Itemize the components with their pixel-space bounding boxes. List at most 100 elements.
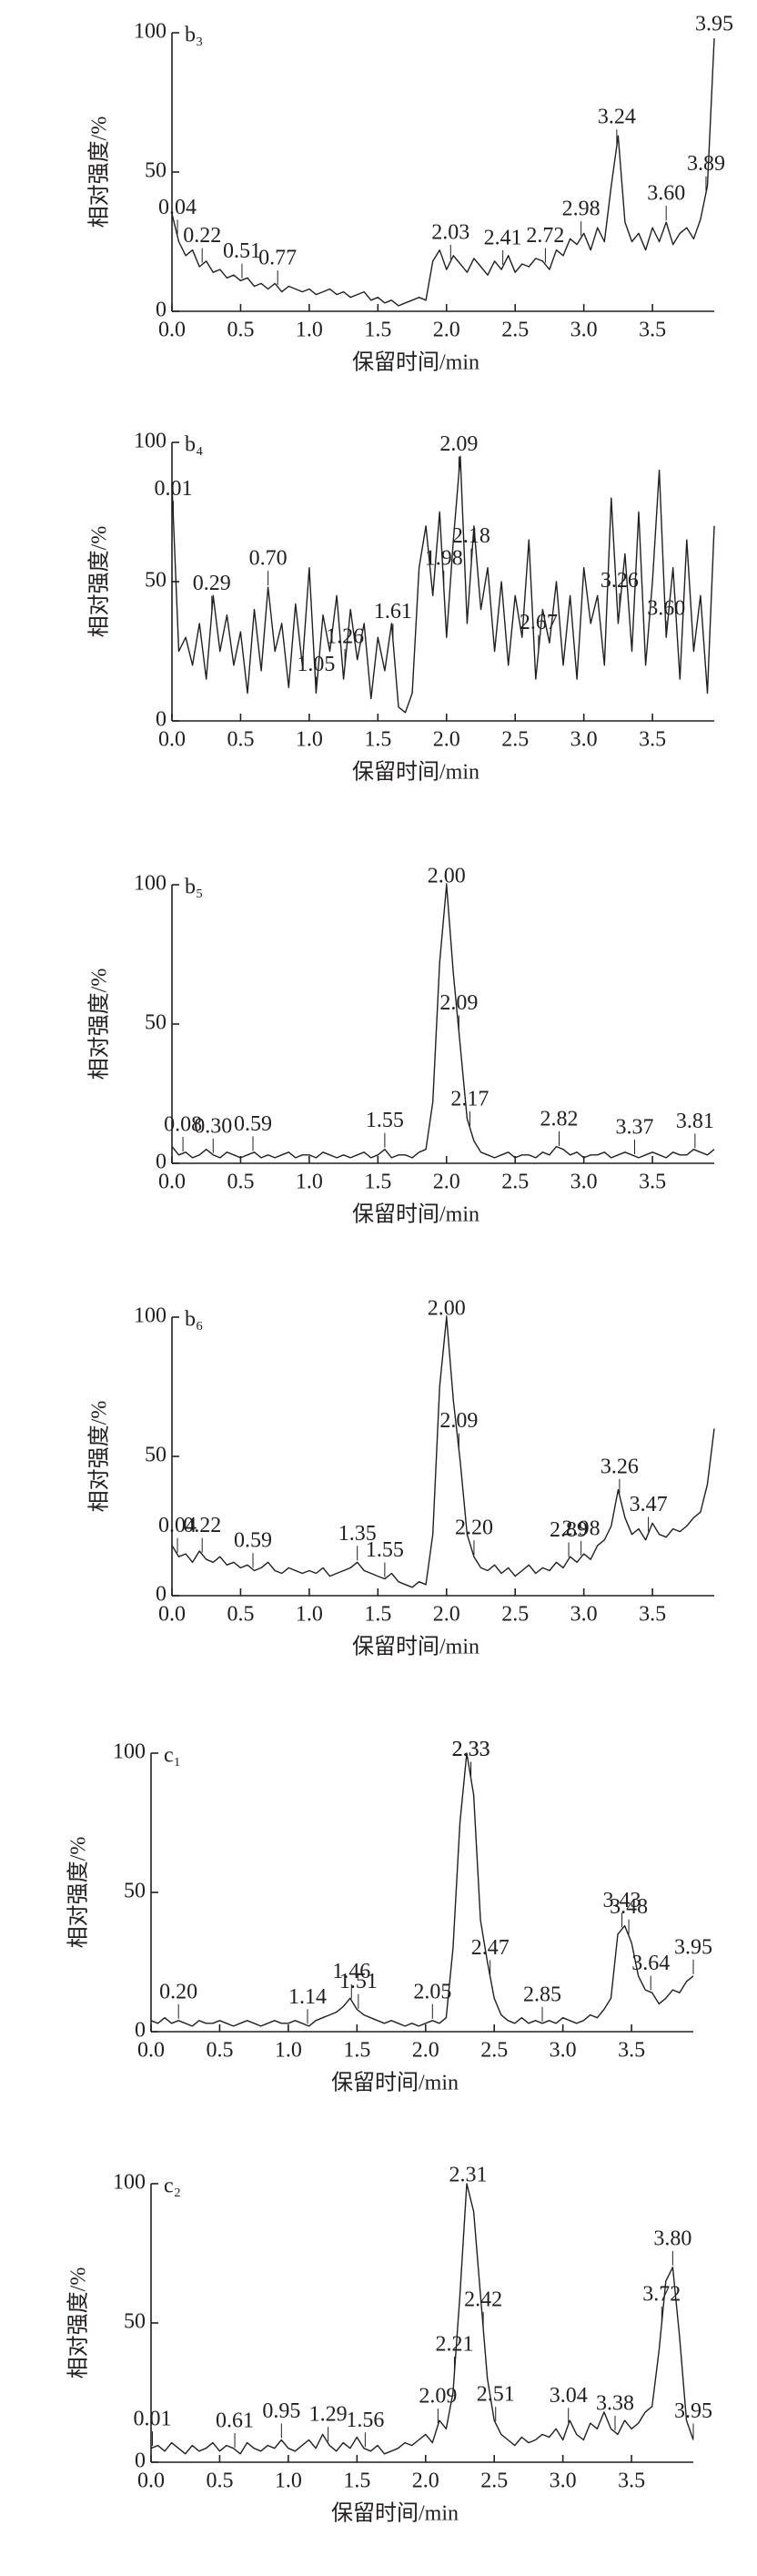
y-tick-label: 0 (156, 299, 167, 322)
peak-label: 1.55 (366, 1109, 404, 1132)
y-axis-label: 相对强度/% (66, 1837, 91, 1949)
x-tick-label: 2.0 (433, 319, 460, 342)
peak-label: 1.26 (326, 624, 364, 648)
peak-label: 2.09 (439, 432, 478, 456)
peak-label: 3.95 (695, 13, 733, 36)
y-tick-label: 100 (113, 2171, 146, 2195)
y-tick-label: 100 (134, 430, 167, 453)
x-axis-label: 保留时间/min (331, 2071, 459, 2095)
x-tick-label: 2.5 (480, 2039, 508, 2063)
peak-label: 1.55 (366, 1538, 404, 1562)
x-tick-label: 1.5 (364, 1603, 391, 1627)
peak-label: 1.29 (309, 2403, 348, 2427)
peak-label: 2.41 (484, 227, 522, 250)
peak-label: 0.77 (258, 247, 297, 270)
peak-label: 2.18 (452, 524, 490, 548)
peak-label: 3.47 (630, 1493, 668, 1516)
x-tick-label: 0.0 (158, 1171, 186, 1194)
x-axis-label: 保留时间/min (352, 1635, 479, 1659)
peak-label: 1.51 (339, 1970, 378, 1993)
x-tick-label: 3.0 (570, 728, 598, 752)
x-tick-label: 3.0 (570, 1171, 598, 1194)
panel-label: b₅ (185, 876, 203, 899)
peak-label: 0.95 (262, 2399, 300, 2423)
y-tick-label: 50 (124, 1880, 146, 1903)
x-tick-label: 1.5 (364, 319, 391, 342)
peak-label: 0.70 (249, 547, 288, 571)
x-tick-label: 0.5 (227, 728, 254, 752)
peak-label: 0.59 (234, 1529, 272, 1553)
x-axis-label: 保留时间/min (331, 2501, 459, 2526)
peak-label: 2.33 (452, 1738, 490, 1761)
x-tick-label: 3.0 (550, 2039, 577, 2063)
x-tick-label: 0.5 (206, 2470, 233, 2493)
panel-label: c₁ (164, 1744, 181, 1768)
x-tick-label: 1.5 (364, 1171, 391, 1194)
panel-label: c₂ (164, 2175, 181, 2198)
x-tick-label: 0.5 (227, 1171, 254, 1194)
x-tick-label: 2.0 (433, 1171, 460, 1194)
peak-label: 2.82 (540, 1107, 578, 1131)
peak-label: 2.85 (523, 1983, 561, 2006)
trace-line (150, 2183, 694, 2455)
y-tick-label: 0 (156, 708, 167, 732)
peak-label: 3.80 (653, 2226, 691, 2250)
peak-label: 3.60 (647, 182, 685, 206)
panel-label: b₃ (185, 24, 203, 47)
peak-label: 3.81 (676, 1110, 714, 1133)
peak-label: 1.61 (374, 600, 412, 624)
x-tick-label: 3.5 (618, 2039, 645, 2063)
panel-label: b₆ (185, 1308, 203, 1332)
peak-label: 2.98 (562, 198, 601, 221)
peak-label: 0.20 (159, 1980, 197, 2003)
peak-label: 2.00 (428, 865, 466, 888)
trace-line (171, 884, 715, 1159)
x-tick-label: 1.5 (343, 2470, 370, 2493)
x-tick-label: 3.5 (639, 1171, 666, 1194)
x-tick-label: 1.0 (296, 1603, 323, 1627)
peak-label: 2.05 (413, 1980, 451, 2003)
y-axis-label: 相对强度/% (87, 969, 112, 1080)
peak-label: 3.48 (610, 1895, 648, 1919)
x-tick-label: 1.0 (275, 2470, 302, 2493)
peak-label: 3.95 (674, 1935, 712, 1959)
peak-label: 3.43 (603, 1889, 641, 1912)
peak-label: 3.72 (642, 2283, 681, 2307)
x-tick-label: 1.0 (296, 1171, 323, 1194)
peak-label: 2.67 (520, 611, 558, 634)
peak-label: 2.20 (455, 1516, 493, 1540)
peak-label: 2.09 (439, 1409, 478, 1433)
peak-label: 2.03 (431, 220, 469, 244)
peak-label: 0.59 (234, 1112, 272, 1136)
y-tick-label: 0 (135, 2019, 146, 2043)
peak-label: 2.09 (439, 991, 478, 1015)
peak-label: 3.04 (550, 2384, 588, 2408)
x-tick-label: 2.0 (412, 2039, 439, 2063)
x-tick-label: 1.0 (296, 319, 323, 342)
peak-label: 2.98 (562, 1516, 601, 1540)
peak-label: 0.04 (158, 1514, 197, 1537)
x-tick-label: 1.0 (275, 2039, 302, 2063)
peak-label: 1.98 (425, 547, 463, 571)
y-tick-label: 50 (145, 159, 167, 183)
y-tick-label: 0 (156, 1151, 167, 1174)
y-tick-label: 50 (145, 1011, 167, 1035)
peak-label: 2.00 (428, 1297, 466, 1321)
peak-label: 0.61 (216, 2409, 254, 2432)
x-tick-label: 0.0 (158, 728, 186, 752)
peak-label: 0.51 (223, 239, 261, 263)
x-tick-label: 0.5 (206, 2039, 233, 2063)
peak-label: 2.51 (477, 2383, 515, 2407)
peak-label: 1.46 (332, 1960, 370, 1983)
x-axis-label: 保留时间/min (352, 350, 479, 375)
x-tick-label: 0.0 (158, 1603, 186, 1627)
peak-label: 3.26 (601, 569, 639, 593)
y-tick-label: 100 (134, 20, 167, 44)
peak-label: 3.38 (596, 2391, 634, 2415)
panel-label: b₄ (185, 433, 203, 457)
peak-label: 0.08 (164, 1112, 202, 1136)
peak-label: 2.31 (449, 2164, 488, 2187)
peak-label: 2.89 (550, 1518, 588, 1542)
y-tick-label: 0 (156, 1583, 167, 1607)
